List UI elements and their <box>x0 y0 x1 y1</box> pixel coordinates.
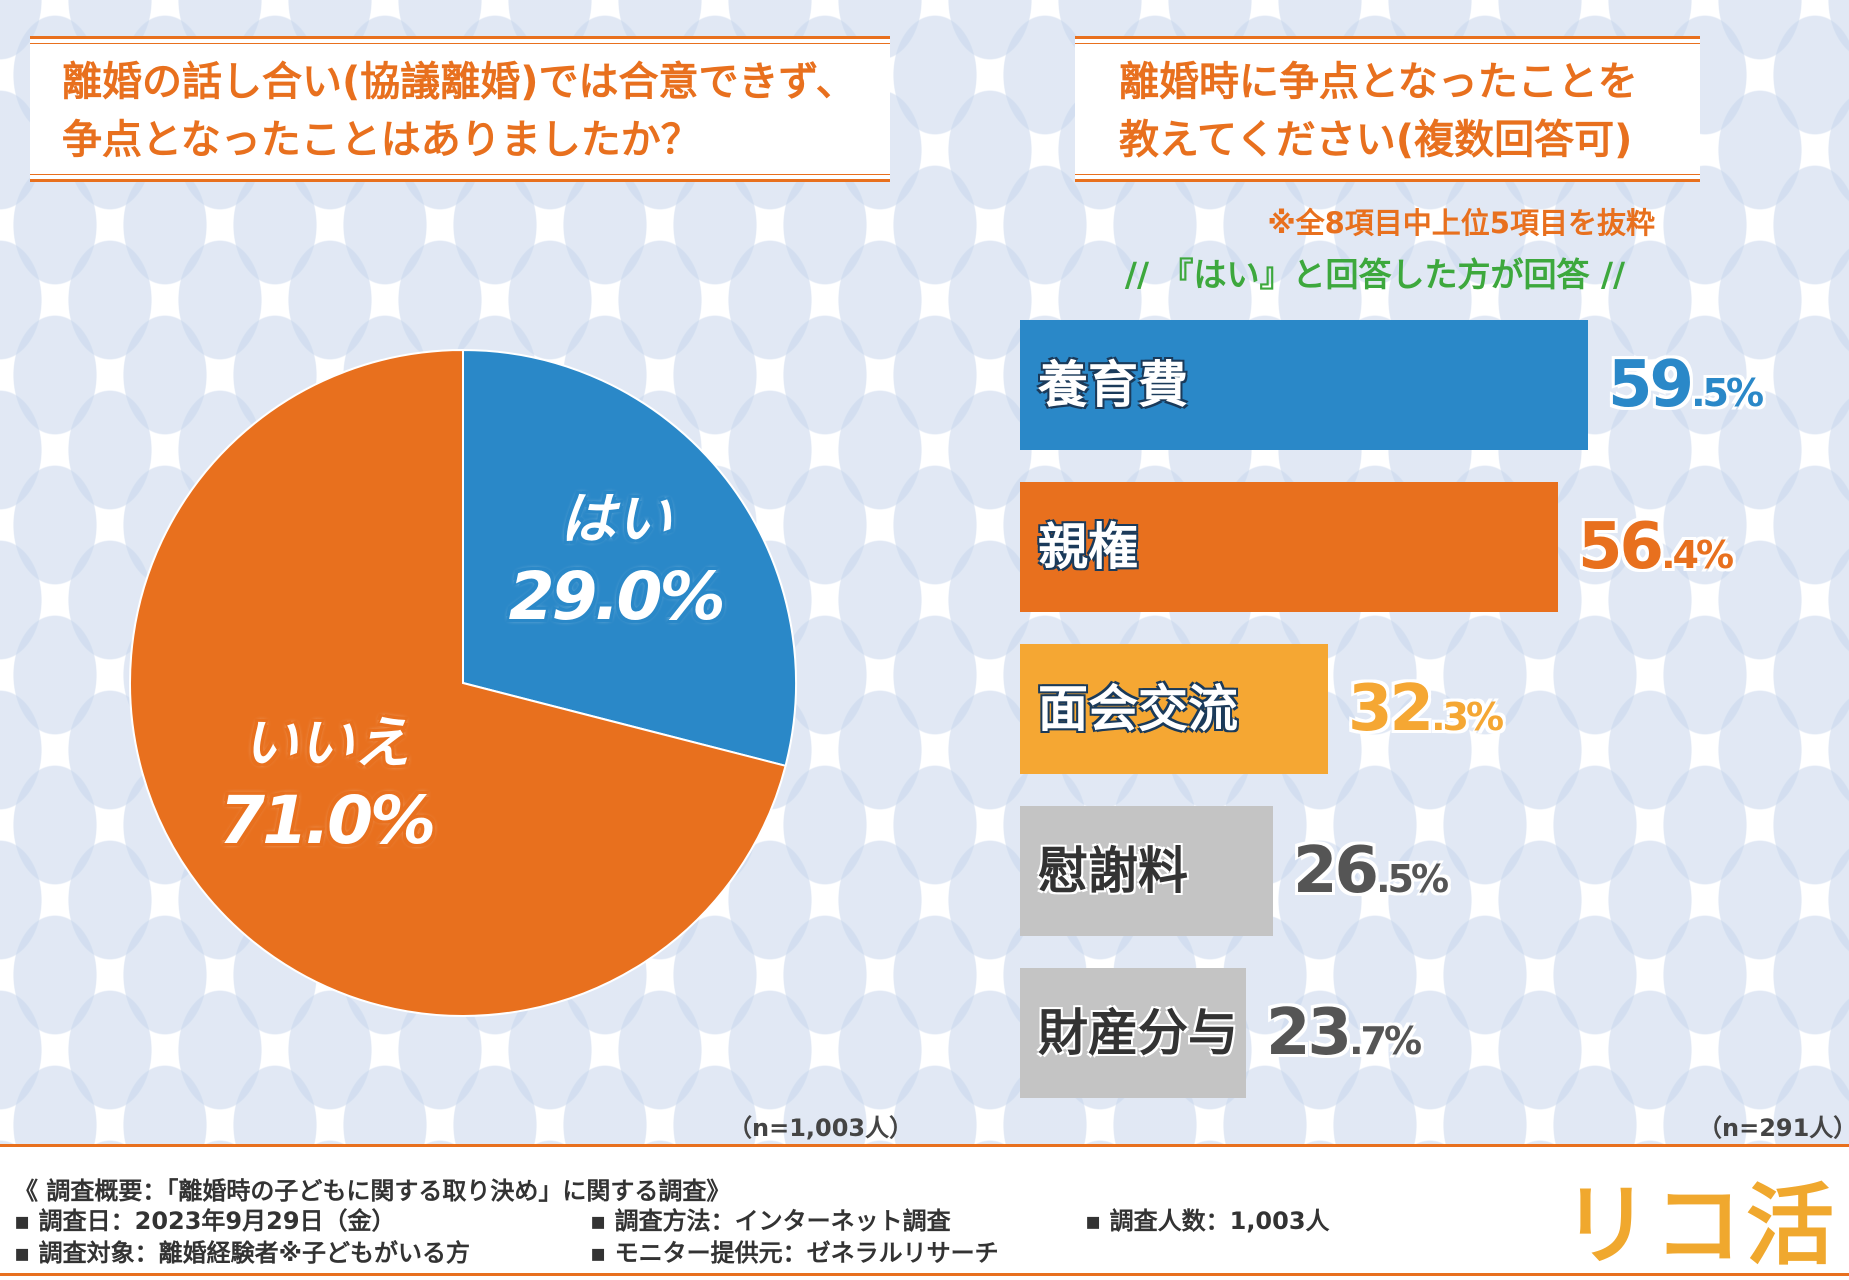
bar-category-label: 慰謝料 <box>1038 842 1188 900</box>
bar-value-main: 32 <box>1348 672 1434 746</box>
survey-count: ▪ 調査人数：1,003人 <box>1085 1207 1330 1235</box>
bar-value-label: 59.5% <box>1608 320 1764 458</box>
bar-value-label: 56.4% <box>1578 482 1734 620</box>
survey-date: ▪ 調査日：2023年9月29日（金） <box>14 1207 396 1235</box>
bar-value-decimal: .3% <box>1431 695 1504 739</box>
bar-value-main: 23 <box>1266 996 1352 1070</box>
pie-value-label: 71.0% <box>218 781 437 860</box>
bar-row: 養育費 59.5% <box>1020 320 1800 450</box>
bar-chart: 養育費 59.5% 親権 56.4% 面会交流 32.3% 慰謝料 26.5% 財産分与 23.7… <box>1020 320 1800 1110</box>
respondent-note: // 『はい』と回答した方が回答 // <box>1124 255 1626 294</box>
right-sample-size: （n=291人） <box>1698 1114 1849 1142</box>
right-title-line1: 離婚時に争点となったことを <box>1119 59 1638 105</box>
pie-slice-1 <box>129 348 787 1017</box>
survey-footer: 《 調査概要：「離婚時の子どもに関する取り決め」に関する調査》 ▪ 調査日：20… <box>0 1144 1849 1280</box>
bar-value-decimal: .7% <box>1349 1019 1422 1063</box>
pie-label-1: いいえ 71.0% <box>176 709 476 863</box>
bar-row: 財産分与 23.7% <box>1020 968 1800 1098</box>
pie-category-label: いいえ <box>241 710 411 777</box>
bar-row: 面会交流 32.3% <box>1020 644 1800 774</box>
left-title-line2: 争点となったことはありましたか？ <box>62 117 701 163</box>
survey-method: ▪ 調査方法：インターネット調査 <box>590 1207 951 1235</box>
pie-label-0: はい 29.0% <box>466 485 766 639</box>
bar-1: 親権 <box>1020 482 1558 612</box>
left-sample-size: （n=1,003人） <box>728 1114 914 1142</box>
right-title-line2: 教えてください(複数回答可) <box>1119 117 1633 163</box>
left-chart-title: 離婚の話し合い(協議離婚)では合意できず、 争点となったことはありましたか？ <box>30 36 890 182</box>
bar-value-main: 56 <box>1578 510 1664 584</box>
bar-category-label: 財産分与 <box>1038 1004 1238 1062</box>
bar-value-label: 26.5% <box>1293 806 1449 944</box>
bar-category-label: 面会交流 <box>1038 680 1238 738</box>
bar-value-decimal: .4% <box>1661 533 1734 577</box>
bar-value-main: 26 <box>1293 834 1379 908</box>
left-title-line1: 離婚の話し合い(協議離婚)では合意できず、 <box>62 59 856 105</box>
pie-category-label: はい <box>559 486 673 553</box>
pie-chart <box>129 348 797 1017</box>
bar-value-decimal: .5% <box>1691 371 1764 415</box>
bar-value-label: 23.7% <box>1266 968 1422 1106</box>
survey-target: ▪ 調査対象：離婚経験者※子どもがいる方 <box>14 1239 470 1267</box>
brand-logo: リコ活 <box>1562 1174 1839 1277</box>
bar-category-label: 親権 <box>1038 518 1138 576</box>
bar-3: 慰謝料 <box>1020 806 1273 936</box>
pie-value-label: 29.0% <box>508 557 727 636</box>
bar-value-main: 59 <box>1608 348 1694 422</box>
bar-value-label: 32.3% <box>1348 644 1504 782</box>
bar-0: 養育費 <box>1020 320 1588 450</box>
bar-value-decimal: .5% <box>1376 857 1449 901</box>
survey-overview-title: 《 調査概要：「離婚時の子どもに関する取り決め」に関する調査》 <box>14 1177 731 1205</box>
selection-note: ※全8項目中上位5項目を抜粋 <box>1267 206 1655 240</box>
bar-2: 面会交流 <box>1020 644 1328 774</box>
bar-4: 財産分与 <box>1020 968 1246 1098</box>
bar-row: 親権 56.4% <box>1020 482 1800 612</box>
bar-row: 慰謝料 26.5% <box>1020 806 1800 936</box>
right-chart-title: 離婚時に争点となったことを 教えてください(複数回答可) <box>1075 36 1700 182</box>
survey-monitor: ▪ モニター提供元：ゼネラルリサーチ <box>590 1239 999 1267</box>
bar-category-label: 養育費 <box>1038 356 1188 414</box>
pie-slice-0 <box>462 348 797 768</box>
